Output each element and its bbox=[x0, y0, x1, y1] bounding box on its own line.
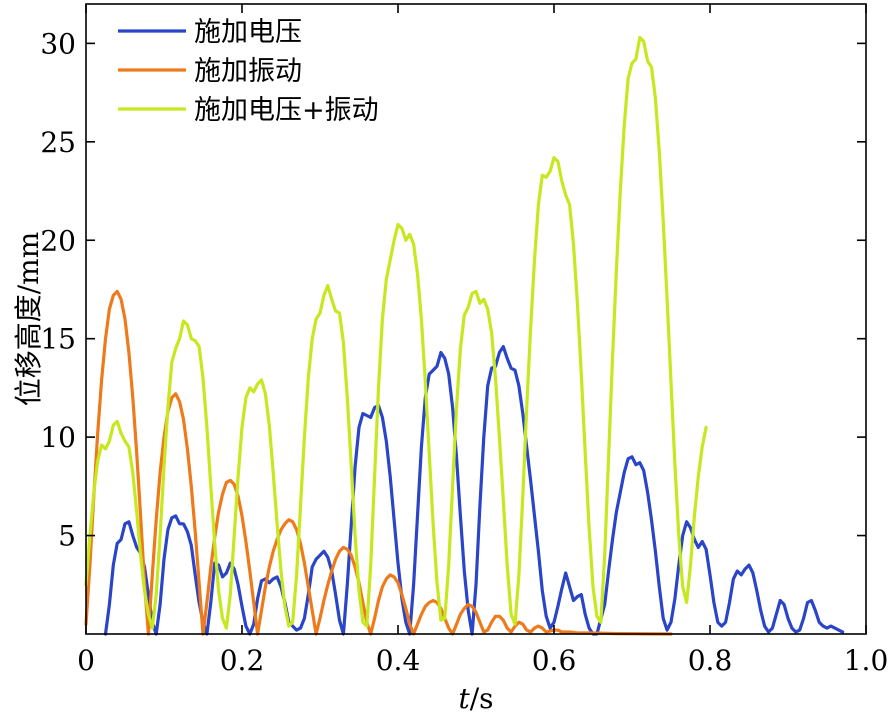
y-axis-label: 位移高度/mm bbox=[12, 232, 45, 407]
ticks-layer: 0 0.2 0.4 0.6 0.8 1.0 5 10 15 20 25 30 bbox=[40, 4, 888, 677]
x-tick-label: 0.2 bbox=[220, 644, 265, 677]
y-tick-label: 10 bbox=[40, 421, 76, 454]
x-tick-label: 0.8 bbox=[688, 644, 733, 677]
x-tick-label: 1.0 bbox=[844, 644, 889, 677]
legend-label: 施加电压+振动 bbox=[194, 95, 379, 126]
y-tick-label: 5 bbox=[58, 520, 76, 553]
legend-label: 施加电压 bbox=[194, 17, 302, 48]
y-tick-label: 20 bbox=[40, 224, 76, 257]
x-tick-label: 0.6 bbox=[532, 644, 577, 677]
y-tick-label: 15 bbox=[40, 323, 76, 356]
x-axis-label: t/s bbox=[458, 682, 493, 715]
y-tick-label: 25 bbox=[40, 126, 76, 159]
y-tick-label: 30 bbox=[40, 27, 76, 60]
series-line-3 bbox=[84, 35, 708, 630]
legend-label: 施加振动 bbox=[194, 56, 302, 87]
x-tick-label: 0.4 bbox=[376, 644, 421, 677]
plot-frame bbox=[85, 3, 867, 635]
x-tick-label: 0 bbox=[77, 644, 95, 677]
